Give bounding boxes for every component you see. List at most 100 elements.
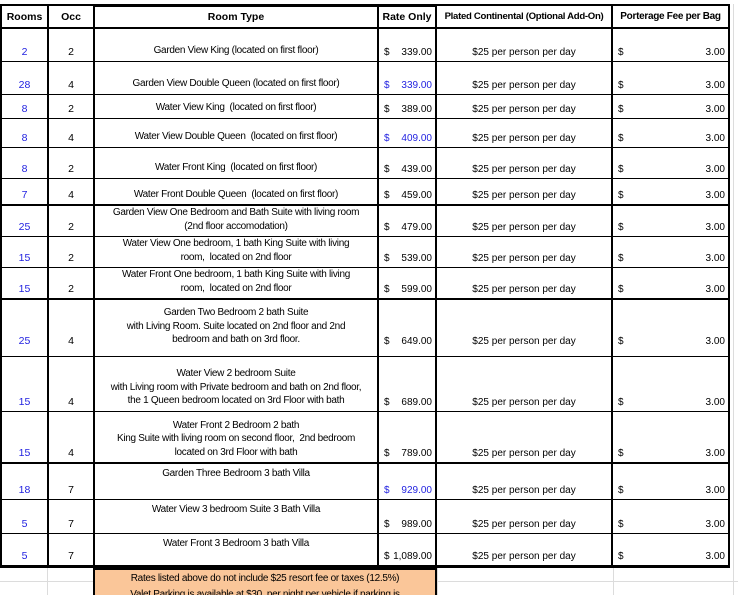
cell-occ[interactable]: 4 — [47, 117, 95, 148]
cell-rooms[interactable]: 8 — [0, 146, 49, 179]
cell-room-type[interactable]: Water Front Double Queen (located on fir… — [93, 177, 379, 206]
cell-plated-continental[interactable]: $25 per person per day — [435, 298, 613, 357]
cell-rate-only[interactable]: $339.00 — [377, 27, 437, 62]
cell-porterage-fee[interactable]: $3.00 — [611, 60, 730, 95]
cell-porterage-fee[interactable]: $3.00 — [611, 410, 730, 464]
cell-room-type[interactable]: Water Front King (located on first floor… — [93, 146, 379, 179]
column-header-plated-continental[interactable]: Plated Continental (Optional Add-On) — [435, 4, 613, 29]
cell-room-type[interactable]: Water View One bedroom, 1 bath King Suit… — [93, 236, 379, 268]
cell-occ[interactable]: 2 — [47, 267, 95, 300]
cell-room-type[interactable]: Garden Two Bedroom 2 bath Suite with Liv… — [93, 298, 379, 357]
cell-plated-continental[interactable]: $25 per person per day — [435, 93, 613, 119]
cell-rate-only[interactable]: $339.00 — [377, 60, 437, 95]
cell-rate-only[interactable]: $1,089.00 — [377, 532, 437, 568]
cell-plated-continental[interactable]: $25 per person per day — [435, 27, 613, 62]
cell-rooms[interactable]: 25 — [0, 204, 49, 237]
cell-plated-continental[interactable]: $25 per person per day — [435, 146, 613, 179]
footer-note[interactable]: Rates listed above do not include $25 re… — [93, 567, 437, 595]
cell-room-type[interactable]: Water View 2 bedroom Suite with Living r… — [93, 355, 379, 412]
currency-symbol: $ — [384, 448, 390, 459]
cell-occ[interactable]: 7 — [47, 498, 95, 534]
currency-symbol: $ — [384, 284, 390, 295]
cell-porterage-fee[interactable]: $3.00 — [611, 27, 730, 62]
cell-occ[interactable]: 4 — [47, 355, 95, 412]
cell-rate-only[interactable]: $599.00 — [377, 267, 437, 300]
cell-rooms[interactable]: 15 — [0, 355, 49, 412]
cell-plated-continental[interactable]: $25 per person per day — [435, 410, 613, 464]
cell-rate-only[interactable]: $459.00 — [377, 177, 437, 206]
cell-plated-continental[interactable]: $25 per person per day — [435, 462, 613, 500]
column-header-rate-only[interactable]: Rate Only — [377, 4, 437, 29]
cell-occ[interactable]: 2 — [47, 27, 95, 62]
cell-occ[interactable]: 7 — [47, 532, 95, 568]
cell-rate-only[interactable]: $439.00 — [377, 146, 437, 179]
cell-rooms[interactable]: 8 — [0, 93, 49, 119]
cell-room-type[interactable]: Water Front One bedroom, 1 bath King Sui… — [93, 267, 379, 300]
cell-occ[interactable]: 4 — [47, 60, 95, 95]
cell-room-type[interactable]: Garden View One Bedroom and Bath Suite w… — [93, 204, 379, 237]
cell-room-type[interactable]: Garden Three Bedroom 3 bath Villa — [93, 462, 379, 500]
column-header-porterage-fee[interactable]: Porterage Fee per Bag — [611, 4, 730, 29]
cell-porterage-fee[interactable]: $3.00 — [611, 146, 730, 179]
cell-rooms[interactable]: 8 — [0, 117, 49, 148]
cell-rooms[interactable]: 5 — [0, 532, 49, 568]
cell-plated-continental[interactable]: $25 per person per day — [435, 117, 613, 148]
cell-plated-continental[interactable]: $25 per person per day — [435, 236, 613, 268]
cell-occ[interactable]: 2 — [47, 93, 95, 119]
cell-porterage-fee[interactable]: $3.00 — [611, 498, 730, 534]
cell-rate-only[interactable]: $689.00 — [377, 355, 437, 412]
cell-occ[interactable]: 2 — [47, 146, 95, 179]
cell-rooms[interactable]: 25 — [0, 298, 49, 357]
cell-plated-continental[interactable]: $25 per person per day — [435, 532, 613, 568]
cell-rooms[interactable]: 2 — [0, 27, 49, 62]
cell-porterage-fee[interactable]: $3.00 — [611, 117, 730, 148]
column-header-room-type[interactable]: Room Type — [93, 4, 379, 29]
cell-room-type[interactable]: Water Front 2 Bedroom 2 bath King Suite … — [93, 410, 379, 464]
cell-plated-continental[interactable]: $25 per person per day — [435, 498, 613, 534]
cell-rate-only[interactable]: $789.00 — [377, 410, 437, 464]
cell-porterage-fee[interactable]: $3.00 — [611, 462, 730, 500]
cell-rooms[interactable]: 7 — [0, 177, 49, 206]
cell-porterage-fee[interactable]: $3.00 — [611, 267, 730, 300]
cell-occ[interactable]: 2 — [47, 204, 95, 237]
cell-room-type[interactable]: Water View 3 bedroom Suite 3 Bath Villa — [93, 498, 379, 534]
cell-rooms[interactable]: 15 — [0, 410, 49, 464]
cell-plated-continental[interactable]: $25 per person per day — [435, 204, 613, 237]
cell-occ[interactable]: 4 — [47, 177, 95, 206]
cell-plated-continental[interactable]: $25 per person per day — [435, 60, 613, 95]
cell-room-type[interactable]: Water Front 3 Bedroom 3 bath Villa — [93, 532, 379, 568]
cell-rooms[interactable]: 5 — [0, 498, 49, 534]
cell-porterage-fee[interactable]: $3.00 — [611, 177, 730, 206]
cell-rate-only[interactable]: $389.00 — [377, 93, 437, 119]
column-header-occ[interactable]: Occ — [47, 4, 95, 29]
cell-room-type[interactable]: Garden View King (located on first floor… — [93, 27, 379, 62]
room-type-text: Water View 2 bedroom Suite with Living r… — [110, 368, 362, 406]
cell-porterage-fee[interactable]: $3.00 — [611, 93, 730, 119]
cell-room-type[interactable]: Water View Double Queen (located on firs… — [93, 117, 379, 148]
cell-rooms[interactable]: 15 — [0, 236, 49, 268]
cell-occ[interactable]: 4 — [47, 410, 95, 464]
cell-rate-only[interactable]: $929.00 — [377, 462, 437, 500]
cell-porterage-fee[interactable]: $3.00 — [611, 355, 730, 412]
cell-plated-continental[interactable]: $25 per person per day — [435, 355, 613, 412]
cell-occ[interactable]: 2 — [47, 236, 95, 268]
cell-plated-continental[interactable]: $25 per person per day — [435, 267, 613, 300]
cell-porterage-fee[interactable]: $3.00 — [611, 532, 730, 568]
cell-occ[interactable]: 4 — [47, 298, 95, 357]
cell-rate-only[interactable]: $539.00 — [377, 236, 437, 268]
cell-rooms[interactable]: 18 — [0, 462, 49, 500]
cell-rate-only[interactable]: $409.00 — [377, 117, 437, 148]
cell-room-type[interactable]: Garden View Double Queen (located on fir… — [93, 60, 379, 95]
cell-rate-only[interactable]: $989.00 — [377, 498, 437, 534]
cell-porterage-fee[interactable]: $3.00 — [611, 204, 730, 237]
cell-rooms[interactable]: 28 — [0, 60, 49, 95]
cell-plated-continental[interactable]: $25 per person per day — [435, 177, 613, 206]
cell-rate-only[interactable]: $649.00 — [377, 298, 437, 357]
cell-rate-only[interactable]: $479.00 — [377, 204, 437, 237]
cell-porterage-fee[interactable]: $3.00 — [611, 298, 730, 357]
cell-porterage-fee[interactable]: $3.00 — [611, 236, 730, 268]
cell-room-type[interactable]: Water View King (located on first floor) — [93, 93, 379, 119]
column-header-rooms[interactable]: Rooms — [0, 4, 49, 29]
cell-occ[interactable]: 7 — [47, 462, 95, 500]
cell-rooms[interactable]: 15 — [0, 267, 49, 300]
